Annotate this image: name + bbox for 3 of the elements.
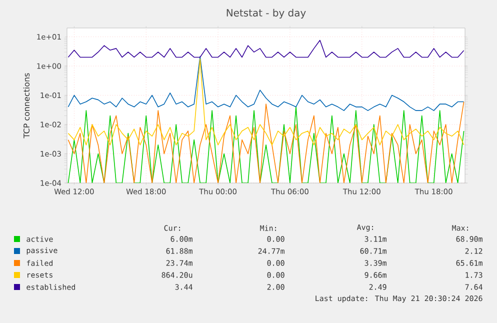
chart-title: Netstat - by day [226,8,306,19]
line-series [68,56,464,111]
line-series [68,58,464,146]
